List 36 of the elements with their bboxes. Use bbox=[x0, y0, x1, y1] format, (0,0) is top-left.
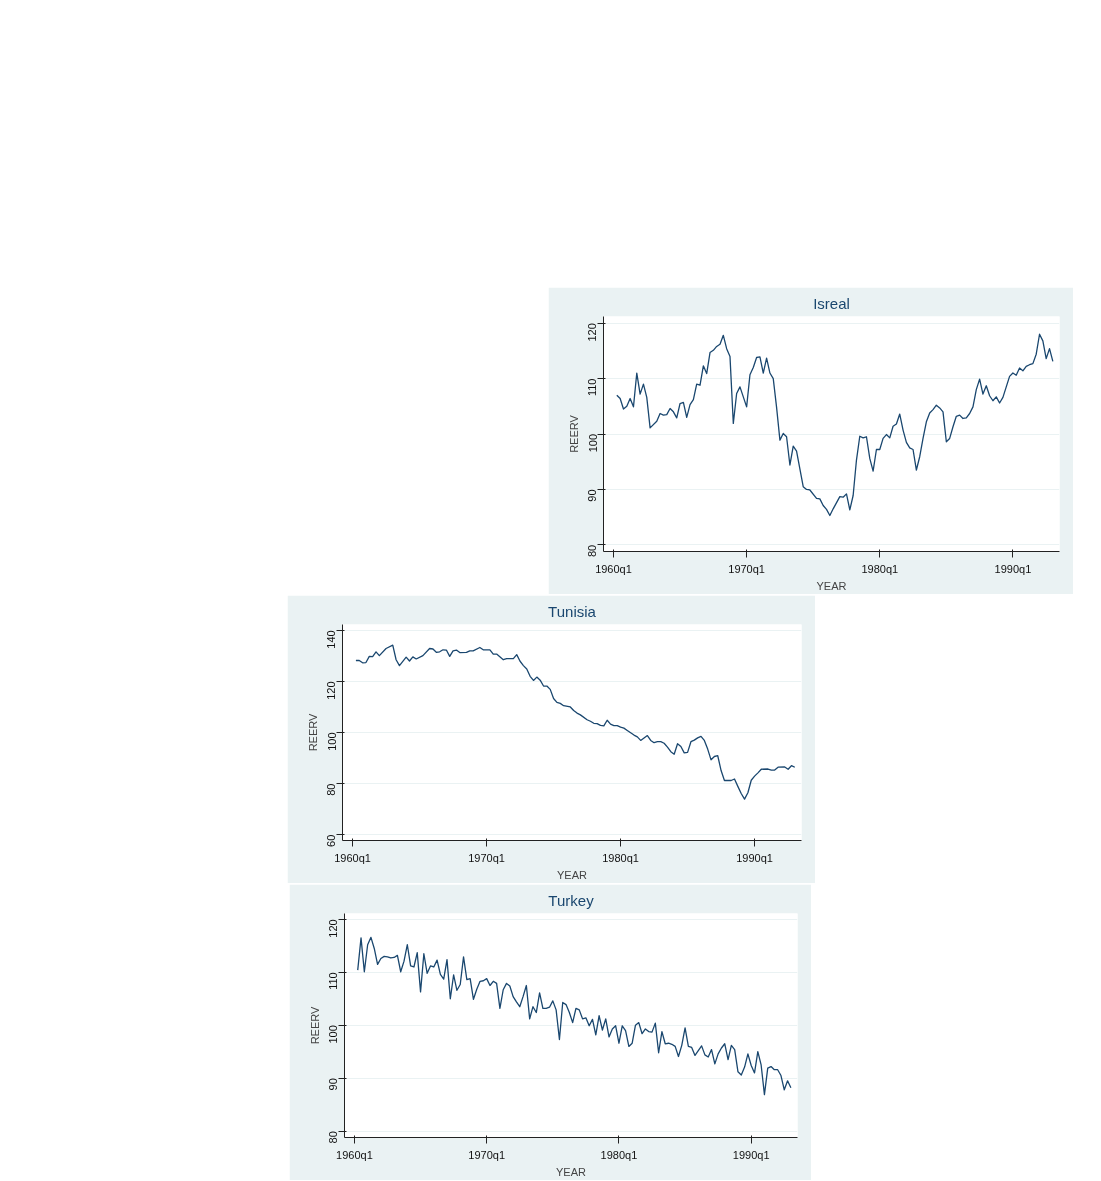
x-tick-label: 1970q1 bbox=[468, 851, 505, 864]
x-axis-title: YEAR bbox=[557, 868, 588, 881]
x-tick-label: 1980q1 bbox=[600, 1148, 638, 1161]
y-tick-label: 80 bbox=[327, 1131, 340, 1144]
y-tick-label: 100 bbox=[327, 1025, 340, 1044]
x-tick-label: 1990q1 bbox=[732, 1148, 770, 1161]
y-tick-label: 90 bbox=[327, 1078, 340, 1091]
chart-title: Tunisia bbox=[548, 602, 597, 620]
y-tick-label: 90 bbox=[586, 489, 599, 502]
x-tick-label: 1970q1 bbox=[728, 562, 765, 575]
y-tick-label: 120 bbox=[327, 919, 340, 938]
chart-title: Turkey bbox=[548, 891, 595, 909]
x-tick-label: 1960q1 bbox=[595, 562, 632, 575]
y-tick-label: 110 bbox=[327, 972, 340, 990]
x-tick-label: 1970q1 bbox=[468, 1148, 506, 1161]
chart-title: Isreal bbox=[813, 294, 850, 312]
y-tick-label: 120 bbox=[586, 323, 599, 342]
y-tick-label: 140 bbox=[325, 630, 338, 649]
y-tick-label: 110 bbox=[586, 378, 599, 397]
x-tick-label: 1990q1 bbox=[994, 562, 1032, 575]
y-tick-label: 80 bbox=[586, 544, 599, 558]
y-tick-label: 80 bbox=[325, 783, 338, 796]
y-tick-label: 100 bbox=[586, 433, 599, 453]
x-tick-label: 1960q1 bbox=[336, 1148, 373, 1161]
x-tick-label: 1990q1 bbox=[736, 851, 773, 864]
x-tick-label: 1960q1 bbox=[334, 851, 371, 864]
x-tick-label: 1980q1 bbox=[861, 562, 899, 575]
y-axis-title: REERV bbox=[567, 414, 580, 453]
y-tick-label: 60 bbox=[325, 834, 338, 847]
y-tick-label: 120 bbox=[325, 681, 338, 700]
y-axis-title: REERV bbox=[308, 1005, 321, 1045]
y-axis-title: REERV bbox=[306, 712, 319, 752]
y-tick-label: 100 bbox=[325, 732, 338, 751]
x-tick-label: 1980q1 bbox=[602, 851, 639, 864]
x-axis-title: YEAR bbox=[816, 579, 847, 592]
x-axis-title: YEAR bbox=[556, 1165, 587, 1178]
